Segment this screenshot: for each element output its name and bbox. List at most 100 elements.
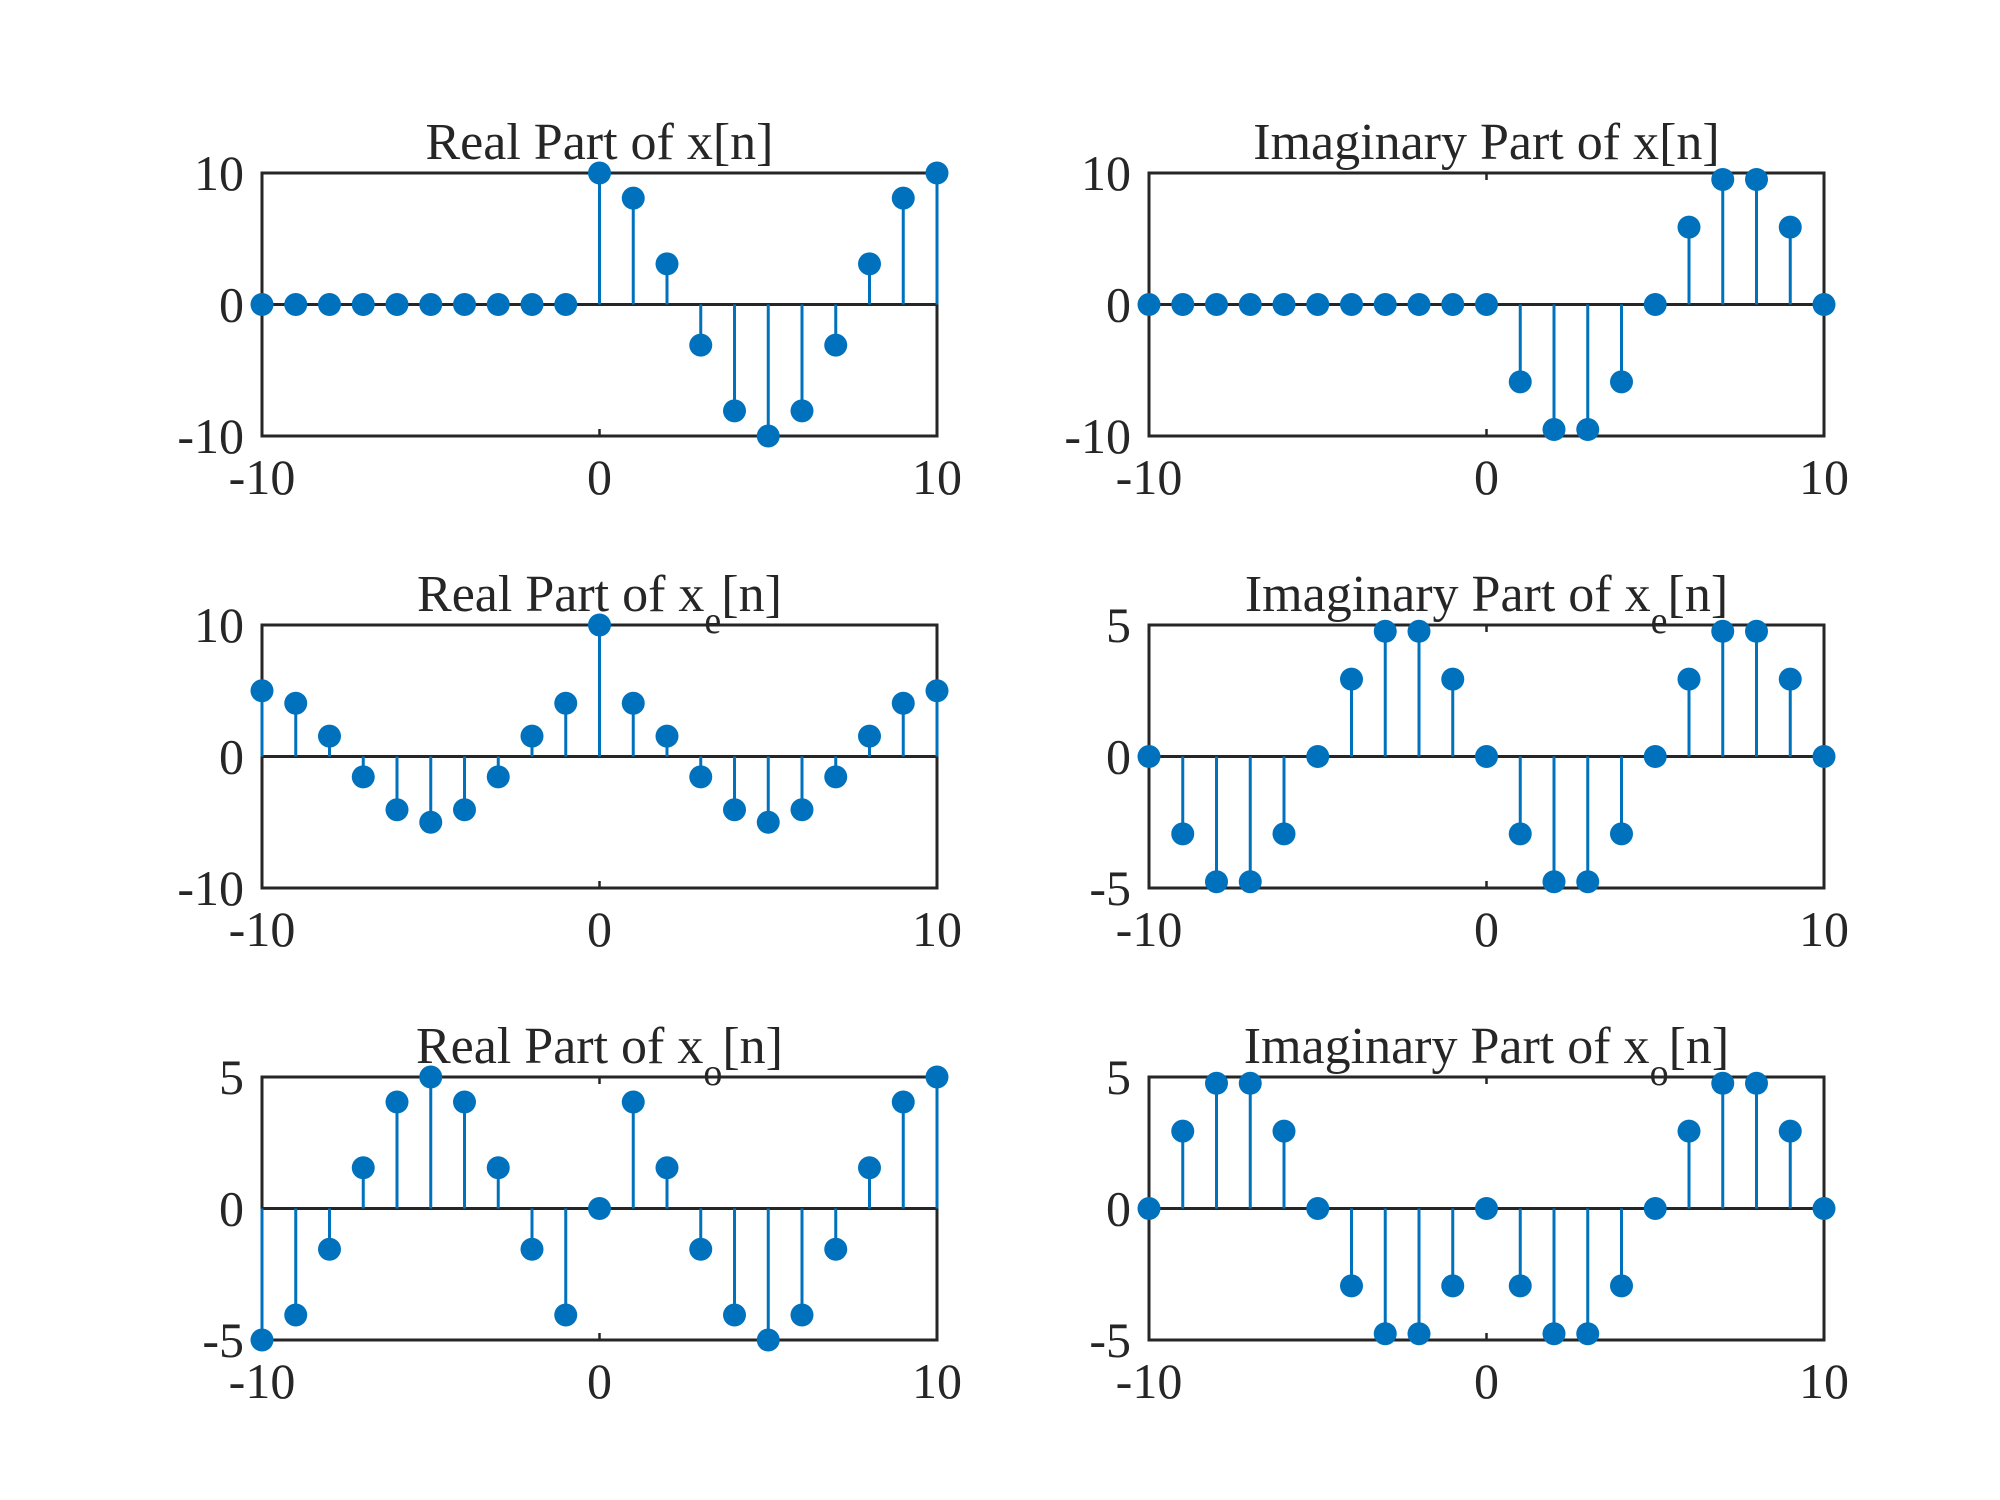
stem-marker (1272, 822, 1296, 846)
chart-title-main: Imaginary Part of x (1245, 566, 1651, 623)
stem-marker (1306, 293, 1330, 316)
stem-marker (1441, 1274, 1465, 1298)
stem-marker (1778, 1119, 1802, 1143)
stem-marker (1677, 667, 1701, 691)
stem-marker (1812, 1197, 1836, 1220)
stem-marker (1711, 619, 1735, 643)
chart-title-subscript: e (704, 600, 721, 642)
stem-marker (1407, 619, 1431, 643)
x-tick-label: 10 (1799, 449, 1849, 505)
stem-marker (1643, 293, 1667, 316)
chart-title: Imaginary Part of xe[n] (1245, 566, 1728, 642)
chart-title: Real Part of x[n] (425, 114, 773, 171)
stem-marker (824, 1237, 848, 1261)
stem-marker (1542, 1322, 1566, 1346)
stem-marker (790, 399, 814, 423)
x-tick-label: 0 (587, 901, 612, 957)
stem-marker (520, 724, 544, 748)
stem-marker (925, 679, 949, 703)
stem-marker (1137, 1197, 1161, 1220)
stem-marker (453, 798, 476, 822)
chart-title-subscript: o (1650, 1052, 1669, 1094)
stem-marker (891, 1090, 915, 1114)
x-tick-label: 0 (587, 1353, 612, 1409)
stem-marker (1610, 370, 1633, 394)
stem-marker (1812, 293, 1836, 316)
stem-marker (284, 691, 308, 715)
stem-marker (1171, 293, 1195, 316)
chart-title-tail: [n] (1669, 1018, 1730, 1075)
stem-marker (1340, 667, 1363, 691)
subplot-2: -10 0 10 -10 0 10 Imaginary Part of x[n] (1064, 114, 1849, 505)
y-tick-label: -10 (1064, 408, 1131, 464)
y-tick-label: -10 (177, 408, 244, 464)
stem-marker (1272, 1119, 1296, 1143)
stem-marker (486, 293, 510, 316)
chart-title-main: Real Part of x (425, 114, 712, 171)
stem-marker (756, 810, 780, 834)
y-tick-label: 10 (194, 145, 244, 201)
x-tick-label: -10 (1116, 449, 1183, 505)
y-tick-label: 5 (1106, 597, 1131, 653)
stem-marker (351, 765, 375, 789)
stem-marker (1508, 822, 1532, 846)
stem-marker (1576, 418, 1600, 442)
stem-marker (858, 252, 881, 276)
stem-marker (1205, 870, 1228, 894)
stem-marker (1711, 1071, 1735, 1095)
stem-marker (1542, 870, 1566, 894)
stem-marker (1238, 293, 1262, 316)
stem-marker (1205, 293, 1228, 316)
stem-marker (1643, 1197, 1667, 1220)
stem-marker (1407, 1322, 1431, 1346)
stem-marker (1306, 745, 1330, 768)
stem-marker (1441, 293, 1465, 316)
stem-marker (588, 613, 611, 637)
stem-marker (891, 186, 915, 210)
stem-marker (1745, 1071, 1768, 1095)
stem-marker (1441, 667, 1465, 691)
stem-marker (554, 293, 578, 316)
y-tick-label: -5 (202, 1312, 244, 1368)
stem-marker (318, 724, 341, 748)
x-tick-label: -10 (229, 449, 296, 505)
y-tick-label: 10 (1081, 145, 1131, 201)
chart-title-tail: [n] (1668, 566, 1729, 623)
stem-marker (1137, 745, 1161, 768)
y-tick-label: -5 (1089, 860, 1131, 916)
y-tick-label: 0 (219, 1181, 244, 1237)
stem-marker (1340, 1274, 1363, 1298)
stem-marker (790, 798, 814, 822)
y-tick-label: 0 (1106, 1181, 1131, 1237)
stem-marker (925, 1065, 949, 1089)
stem-marker (756, 1328, 780, 1352)
subplot-3: -10 0 10 -10 0 10 Real Part of xe[n] (177, 566, 962, 957)
stem-marker (284, 1303, 308, 1327)
stem-marker (1475, 745, 1498, 768)
stem-marker (1205, 1071, 1228, 1095)
stem-marker (250, 679, 274, 703)
chart-title-subscript: o (703, 1052, 722, 1094)
stem-marker (891, 691, 915, 715)
stem-marker (554, 691, 578, 715)
chart-title-main: Imaginary Part of x (1244, 1018, 1650, 1075)
stem-marker (1306, 1197, 1330, 1220)
chart-title-main: Real Part of x (416, 1018, 703, 1075)
stem-marker (1238, 1071, 1262, 1095)
y-tick-label: 0 (1106, 277, 1131, 333)
chart-title-tail: [n] (1659, 114, 1720, 171)
chart-title-main: Real Part of x (417, 566, 704, 623)
x-tick-label: -10 (229, 1353, 296, 1409)
stem-marker (1677, 1119, 1701, 1143)
stem-marker (520, 1237, 544, 1261)
stem-marker (621, 186, 645, 210)
stem-marker (1373, 619, 1397, 643)
stem-marker (723, 399, 746, 423)
y-tick-label: 0 (219, 277, 244, 333)
stem-marker (655, 1156, 679, 1180)
x-tick-label: 0 (1474, 449, 1499, 505)
stem-marker (723, 1303, 746, 1327)
y-tick-label: 5 (219, 1049, 244, 1105)
y-tick-label: 5 (1106, 1049, 1131, 1105)
stem-marker (621, 1090, 645, 1114)
